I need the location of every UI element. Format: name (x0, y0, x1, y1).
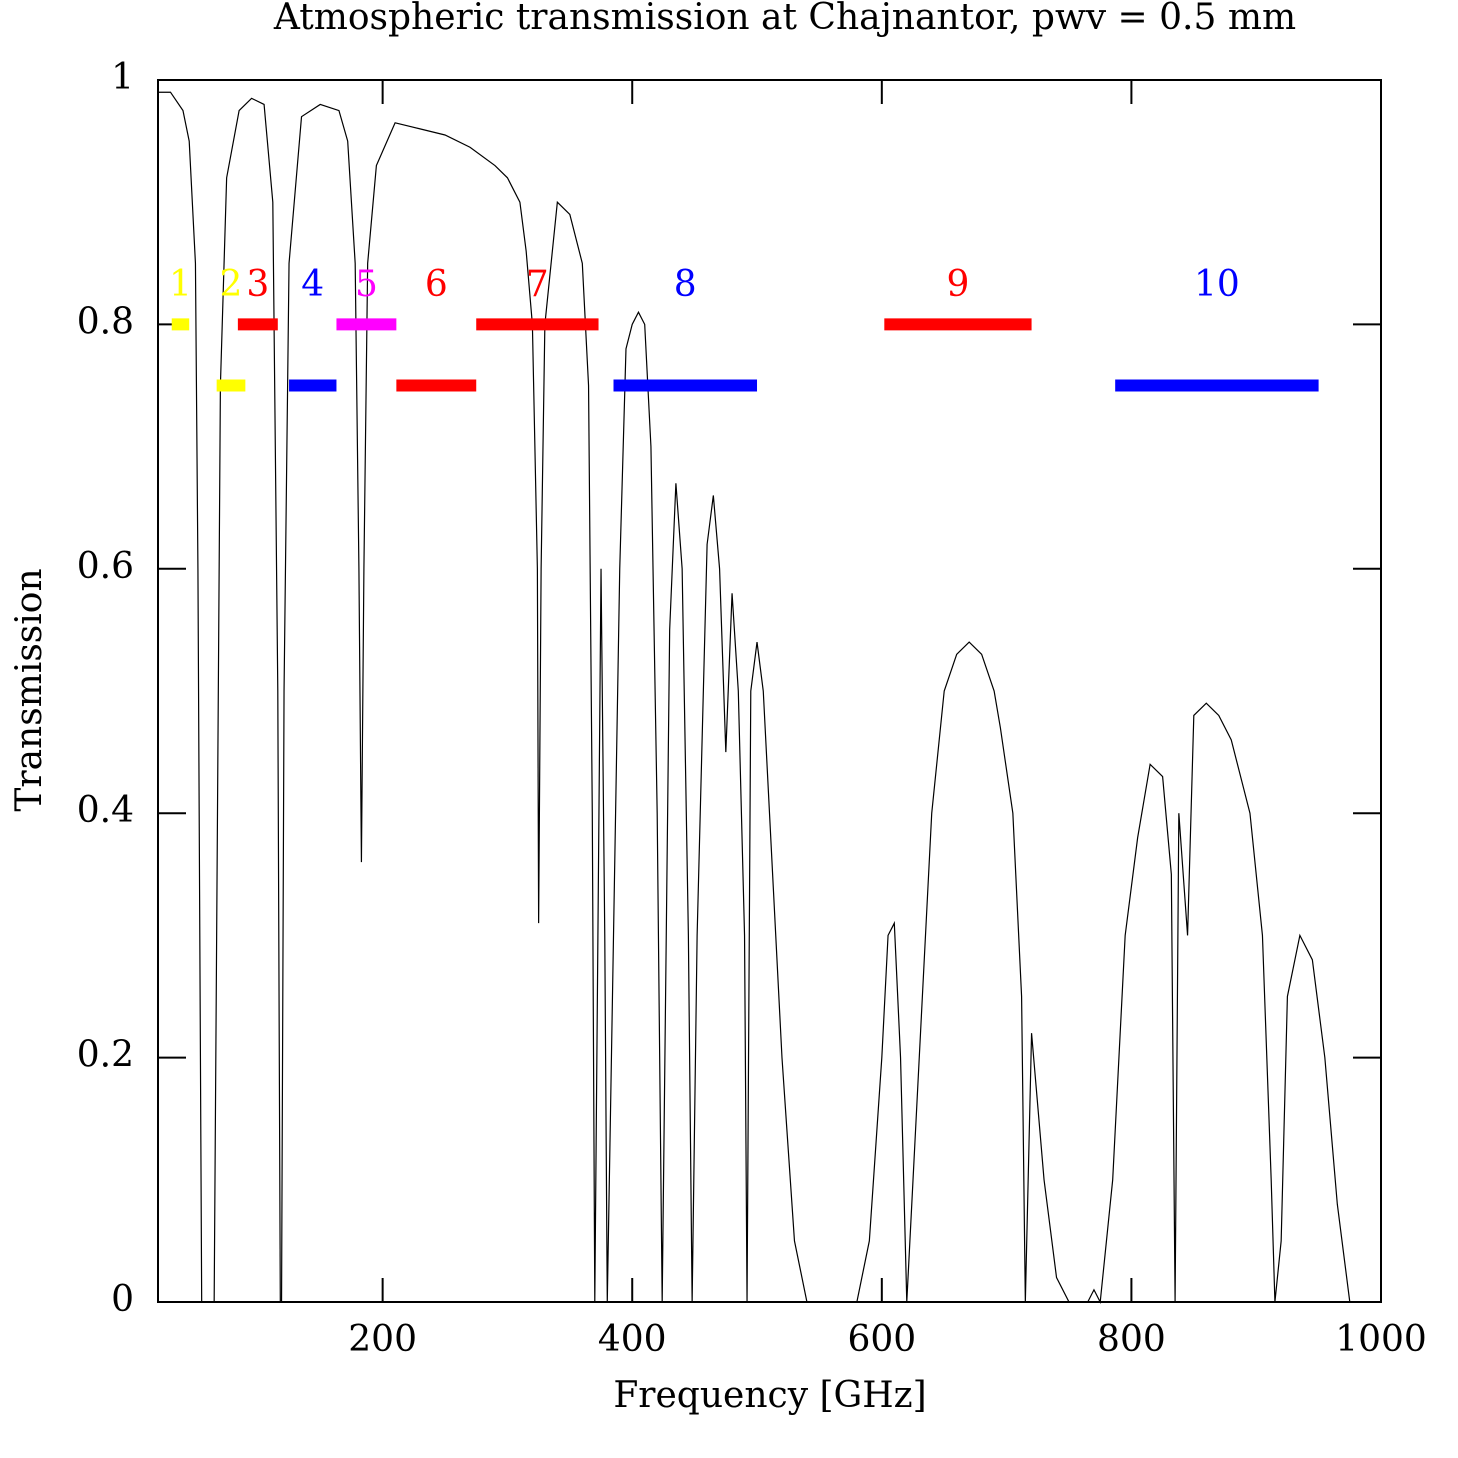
band-label: 4 (301, 264, 324, 305)
x-tick-label: 600 (847, 1319, 916, 1360)
plot-frame (157, 79, 1382, 1303)
band-label: 5 (355, 264, 378, 305)
x-axis-label: Frequency [GHz] (613, 1375, 926, 1416)
band-label: 10 (1194, 264, 1240, 305)
y-tick-label: 0.6 (77, 546, 134, 587)
band-label: 3 (246, 264, 269, 305)
transmission-line (158, 91, 1381, 1305)
band-label: 6 (425, 264, 448, 305)
x-tick-label: 1000 (1335, 1319, 1427, 1360)
x-tick-label: 800 (1097, 1319, 1166, 1360)
y-tick-label: 0.4 (77, 790, 134, 831)
band-label: 9 (946, 264, 969, 305)
band-label: 7 (526, 264, 549, 305)
y-tick-label: 0 (111, 1279, 134, 1320)
x-tick-label: 400 (598, 1319, 667, 1360)
y-tick-label: 1 (111, 57, 134, 98)
y-tick-label: 0.8 (77, 301, 134, 342)
y-tick-label: 0.2 (77, 1035, 134, 1076)
y-axis-label: Transmission (9, 568, 50, 811)
band-label: 1 (169, 264, 192, 305)
chart-title: Atmospheric transmission at Chajnantor, … (273, 0, 1296, 38)
band-label: 8 (674, 264, 697, 305)
x-tick-label: 200 (348, 1319, 417, 1360)
band-label: 2 (220, 264, 243, 305)
